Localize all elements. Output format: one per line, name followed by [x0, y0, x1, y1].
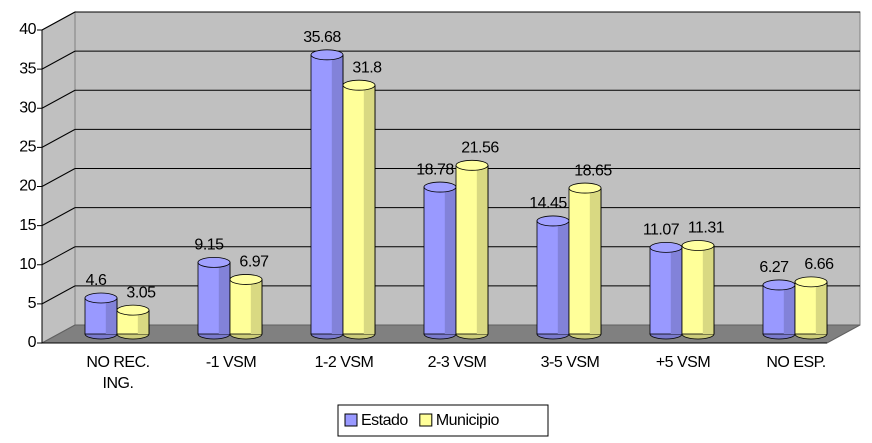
x-tick-label: 2-3 VSM	[427, 354, 487, 371]
value-label: 6.97	[239, 254, 269, 271]
value-label: 11.31	[688, 220, 725, 237]
legend-box	[337, 404, 549, 437]
bar-top	[762, 279, 796, 291]
value-label: 14.45	[529, 195, 567, 212]
bar-top	[649, 241, 683, 253]
legend-swatch	[419, 413, 433, 427]
y-tick-label: 5	[28, 295, 37, 312]
value-label: 21.56	[461, 140, 499, 157]
y-tick-label: 20	[19, 178, 36, 195]
value-label: 35.68	[303, 29, 341, 46]
bar-shade	[476, 165, 488, 334]
y-tick-label: 40	[19, 21, 36, 38]
legend-label: Estado	[361, 412, 408, 429]
bar-top	[536, 215, 570, 227]
grid-line	[41, 285, 76, 305]
y-tick-label: 30	[19, 99, 36, 116]
grid-line	[41, 207, 76, 227]
legend-swatch	[344, 413, 358, 427]
bar-top	[229, 274, 263, 285]
value-label: 31.8	[352, 59, 382, 76]
bar-shade	[105, 298, 117, 334]
grid-line	[41, 246, 76, 266]
bar-top	[310, 49, 344, 61]
bar-top	[197, 257, 231, 268]
value-label: 9.15	[194, 237, 224, 254]
bar-top	[794, 276, 828, 288]
bar-shade	[557, 220, 569, 334]
bar-shade	[137, 310, 149, 334]
value-label: 6.27	[759, 259, 789, 276]
legend-label: Municipio	[436, 412, 500, 429]
value-label: 11.07	[643, 222, 680, 239]
grid-line	[41, 11, 76, 31]
bar-shade	[363, 85, 375, 334]
x-tick-label: NO ESP.	[766, 354, 826, 371]
grid-line	[41, 168, 76, 187]
bar-shade	[670, 247, 682, 334]
x-tick-label: NO REC. ING.	[86, 354, 150, 392]
legend: Estado Municipio	[337, 404, 549, 437]
value-label: 6.66	[804, 256, 834, 273]
x-tick-label: 3-5 VSM	[540, 354, 600, 371]
x-tick-label: -1 VSM	[205, 354, 257, 371]
bar-top	[84, 292, 118, 304]
value-label: 3.05	[126, 284, 156, 301]
bar-shade	[218, 262, 230, 334]
y-tick-label: 10	[19, 256, 36, 273]
bar-shade	[815, 281, 827, 334]
bar-shade	[783, 284, 795, 334]
bar-shade	[250, 279, 262, 334]
bar-top	[423, 181, 457, 193]
value-label: 4.6	[86, 272, 107, 289]
y-tick-label: 0	[28, 334, 37, 351]
bar-top	[568, 182, 602, 194]
grid-line	[41, 50, 76, 70]
y-tick-label: 25	[19, 139, 36, 156]
x-tick-label: +5 VSM	[655, 354, 711, 371]
grid-line	[41, 128, 76, 148]
bar-top	[116, 304, 150, 316]
bar-shade	[444, 187, 456, 334]
x-tick-label: 1-2 VSM	[314, 354, 374, 371]
bar-shade	[589, 188, 601, 334]
y-tick-label: 15	[19, 217, 36, 234]
bar-shade	[331, 54, 343, 334]
bar-top	[342, 79, 376, 91]
value-label: 18.65	[574, 162, 612, 179]
bar-shade	[702, 245, 714, 334]
grid-line	[41, 89, 76, 109]
bar-top	[455, 159, 489, 171]
bar-top	[681, 240, 715, 251]
y-tick-label: 35	[19, 60, 36, 77]
value-label: 18.78	[416, 161, 454, 178]
